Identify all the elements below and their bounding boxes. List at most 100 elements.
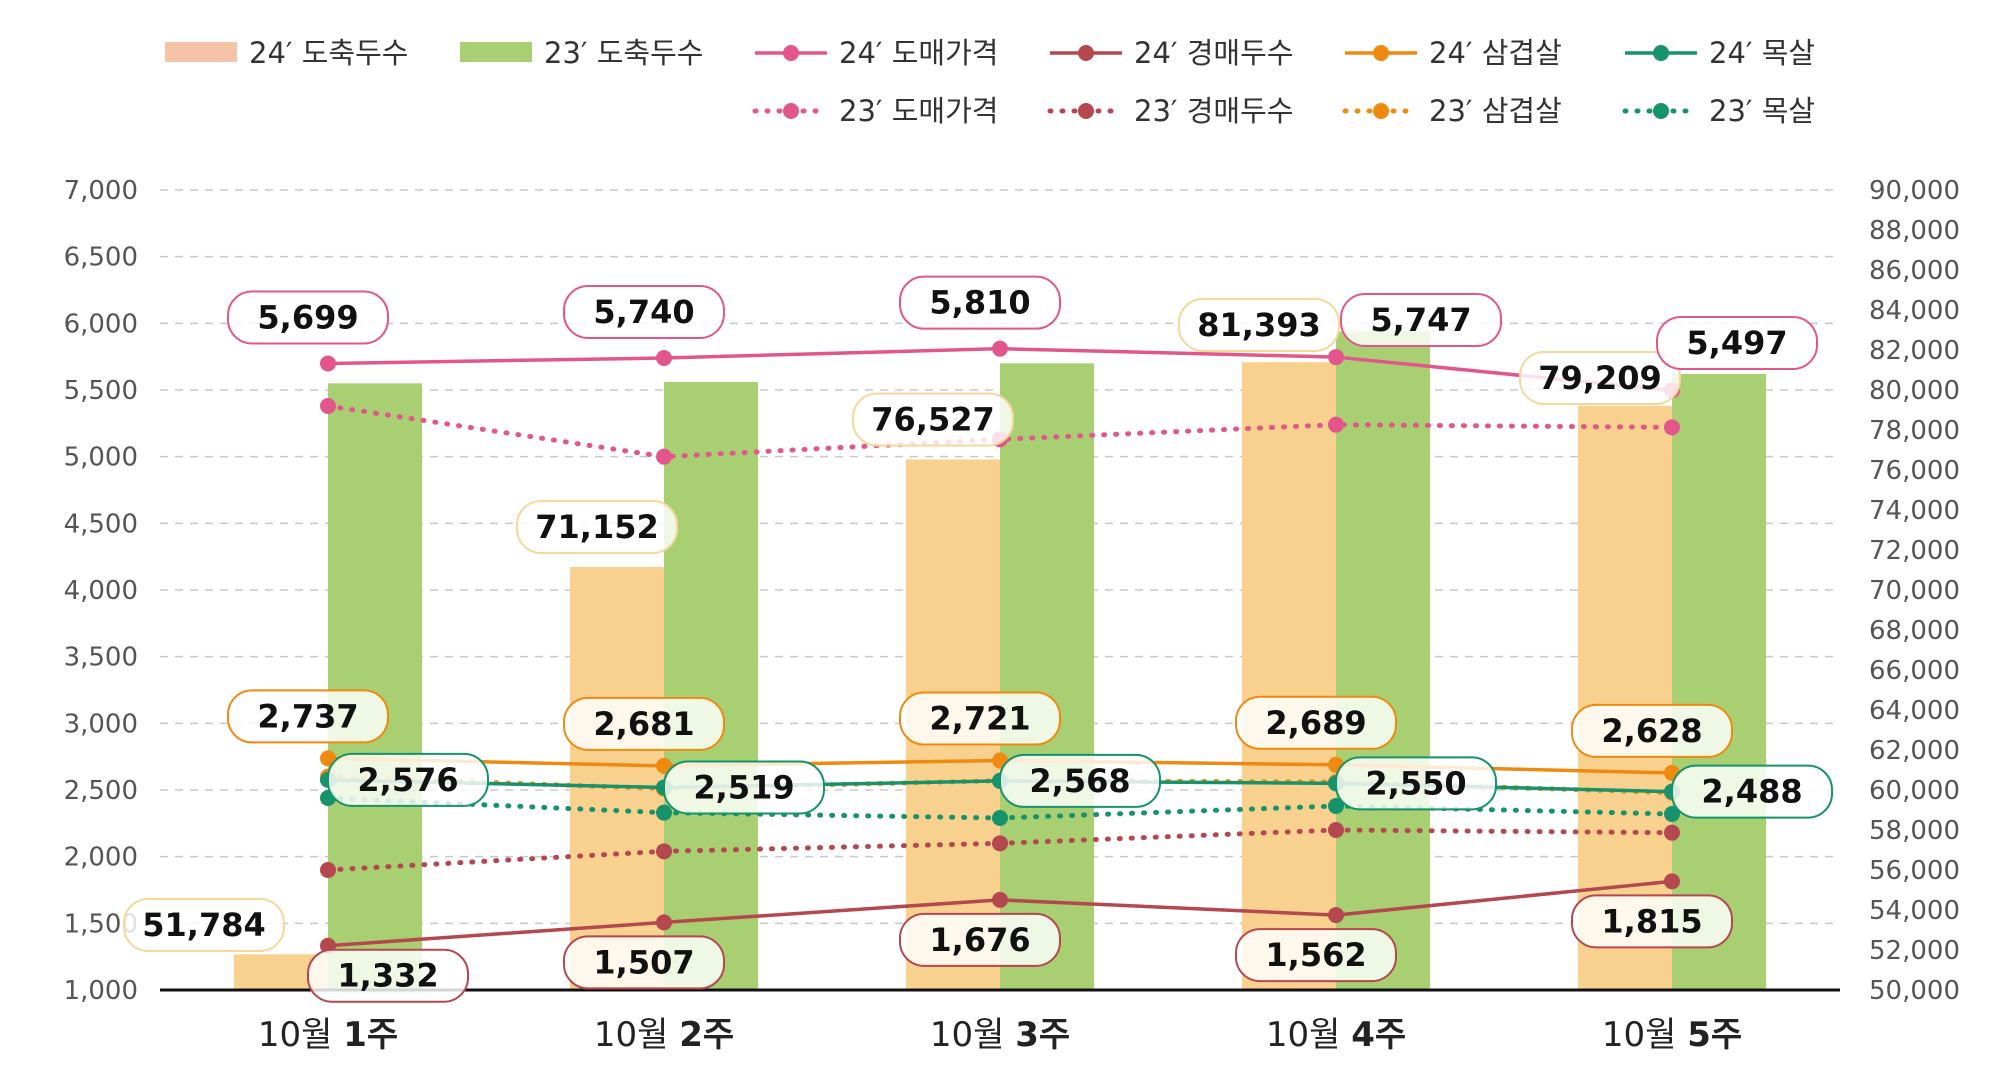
data-label-text: 2,721 (929, 700, 1030, 738)
legend-label: 23′ 삼겹살 (1429, 94, 1562, 128)
data-label-pill (899, 691, 1061, 746)
category-week: 5주 (1687, 1015, 1742, 1055)
legend-marker (1373, 103, 1389, 119)
left-tick-label: 6,000 (64, 309, 138, 339)
right-tick-label: 52,000 (1869, 936, 1960, 966)
right-tick-label: 60,000 (1869, 776, 1960, 806)
right-tick-label: 76,000 (1869, 456, 1960, 486)
data-label-text: 5,497 (1686, 324, 1787, 362)
data-label: 1,507 (563, 935, 725, 990)
data-label-pill (1571, 894, 1733, 949)
data-label-text: 79,209 (1538, 359, 1661, 397)
data-label-text: 1,507 (593, 943, 694, 981)
legend-item: 24′ 도매가격 (755, 36, 998, 70)
series-point (992, 835, 1008, 852)
data-label-pill (899, 912, 1061, 967)
right-tick-label: 78,000 (1869, 416, 1960, 446)
x-axis-categories: 10월 1주 10월 2주 10월 3주 10월 4주 10월 5주 (258, 1015, 1742, 1055)
data-label-pill (563, 285, 725, 339)
legend-label: 24′ 삼겹살 (1429, 36, 1562, 70)
legend-item: 23′ 목살 (1622, 94, 1815, 128)
left-y-axis: 1,0001,5002,0002,5003,0003,5004,0004,500… (64, 176, 138, 1006)
legend-item: 24′ 도축두수 (165, 36, 408, 70)
left-tick-label: 5,000 (64, 443, 138, 473)
legend-swatch (460, 42, 532, 62)
data-label-text: 5,740 (593, 293, 694, 331)
series-point (656, 757, 672, 774)
legend-label: 23′ 도축두수 (544, 36, 703, 70)
legend-item: 24′ 목살 (1625, 36, 1815, 70)
data-label: 2,721 (899, 691, 1061, 746)
right-tick-label: 54,000 (1869, 896, 1960, 926)
legend-label: 23′ 도매가격 (839, 94, 998, 128)
data-label: 2,628 (1571, 703, 1733, 758)
data-label-text: 2,628 (1601, 712, 1702, 750)
left-tick-label: 2,000 (64, 843, 138, 873)
category-prefix: 10월 (258, 1015, 343, 1055)
right-tick-label: 58,000 (1869, 816, 1960, 846)
data-label-text: 2,737 (257, 697, 358, 735)
bar-24-slaughter (1242, 362, 1336, 990)
right-tick-label: 88,000 (1869, 216, 1960, 246)
data-label-text: 1,562 (1265, 936, 1366, 974)
legend-marker (783, 45, 799, 61)
right-tick-label: 64,000 (1869, 696, 1960, 726)
data-label: 81,393 (1178, 298, 1340, 352)
series-point (1664, 873, 1680, 890)
right-tick-label: 74,000 (1869, 496, 1960, 526)
data-label: 5,810 (899, 275, 1061, 330)
category-prefix: 10월 (1602, 1015, 1687, 1055)
legend: 24′ 도축두수 23′ 도축두수 24′ 도매가격 24′ 경매두수 24′ 삼겹살 2… (165, 36, 1815, 128)
series-point (992, 891, 1008, 908)
right-tick-label: 82,000 (1869, 336, 1960, 366)
data-label-text: 81,393 (1197, 306, 1320, 344)
data-label-pill (1656, 316, 1818, 370)
series-point (320, 862, 336, 878)
series-point (1328, 798, 1344, 814)
legend-marker (1373, 45, 1389, 61)
left-tick-label: 4,000 (64, 576, 138, 606)
data-label: 1,676 (899, 912, 1061, 967)
series-point (992, 340, 1008, 357)
data-label: 79,209 (1519, 351, 1681, 405)
legend-item: 24′ 삼겹살 (1345, 36, 1562, 70)
legend-marker (1653, 103, 1669, 119)
data-label-text: 2,550 (1365, 764, 1466, 802)
data-label: 1,562 (1235, 928, 1397, 983)
series-point (1328, 416, 1344, 433)
series-point (1664, 824, 1680, 841)
data-label: 2,519 (663, 760, 825, 815)
data-label-text: 2,488 (1701, 773, 1802, 811)
category-label: 10월 2주 (594, 1015, 734, 1055)
data-label: 2,689 (1235, 695, 1397, 750)
right-tick-label: 90,000 (1869, 176, 1960, 206)
right-tick-label: 62,000 (1869, 736, 1960, 766)
category-week: 2주 (679, 1015, 734, 1055)
series-point (1328, 349, 1344, 366)
data-label-text: 2,576 (357, 761, 458, 799)
right-y-axis: 50,000 52,000 54,000 56,000 58,000 60,000 62,0… (1869, 176, 1960, 1006)
data-label: 1,332 (307, 948, 469, 1003)
series-point (656, 914, 672, 931)
data-label-pill (1235, 928, 1397, 983)
category-week: 4주 (1351, 1015, 1406, 1055)
right-tick-label: 86,000 (1869, 256, 1960, 286)
data-label-pill (563, 696, 725, 751)
data-label-text: 2,568 (1029, 762, 1130, 800)
category-label: 10월 3주 (930, 1015, 1070, 1055)
right-tick-label: 50,000 (1869, 976, 1960, 1006)
data-label-text: 5,810 (929, 284, 1030, 322)
data-label: 2,681 (563, 696, 725, 751)
data-label-pill (852, 392, 1014, 447)
legend-marker (1653, 45, 1669, 61)
legend-marker (1078, 103, 1094, 119)
data-label-pill (1519, 351, 1681, 405)
data-label: 2,488 (1671, 764, 1833, 819)
series-point (320, 750, 336, 767)
bar-23-slaughter (664, 382, 758, 990)
left-tick-label: 4,500 (64, 509, 138, 539)
legend-label: 23′ 경매두수 (1134, 94, 1293, 128)
data-label-pill (1671, 764, 1833, 819)
series-point (1664, 806, 1680, 822)
legend-item: 23′ 도축두수 (460, 36, 703, 70)
